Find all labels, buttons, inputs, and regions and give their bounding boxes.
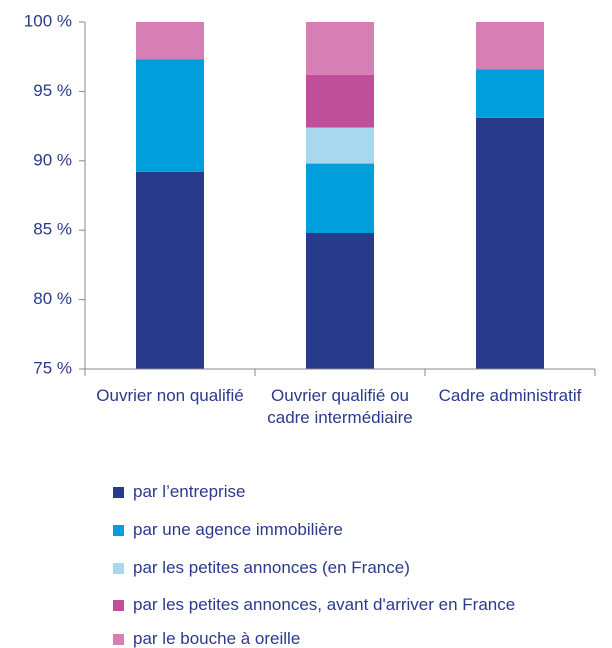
legend-item: par une agence immobilière xyxy=(113,520,343,540)
legend-item: par les petites annonces (en France) xyxy=(113,558,410,578)
y-tick-label: 90 % xyxy=(33,150,72,169)
legend-label: par les petites annonces, avant d'arrive… xyxy=(133,595,516,614)
bar-segment xyxy=(306,127,374,164)
bar-segment xyxy=(476,69,544,118)
legend-swatch xyxy=(113,599,124,611)
x-tick-label: Cadre administratif xyxy=(438,386,582,405)
legend-label: par le bouche à oreille xyxy=(133,629,301,648)
legend-swatch xyxy=(113,562,124,574)
y-tick-label: 95 % xyxy=(33,81,72,100)
legend-swatch xyxy=(113,524,124,536)
bar-segment xyxy=(306,74,374,128)
bar-segment xyxy=(476,117,544,369)
x-tick-label: Ouvrier qualifié ou cadre intermédiaire xyxy=(267,386,413,427)
legend-item: par les petites annonces, avant d'arrive… xyxy=(113,595,515,615)
y-tick-label: 80 % xyxy=(33,289,72,308)
bar-segment xyxy=(306,232,374,369)
legend-label: par une agence immobilière xyxy=(133,520,343,539)
y-tick-label: 85 % xyxy=(33,220,72,239)
legend-label: par les petites annonces (en France) xyxy=(133,558,410,577)
y-tick-label: 100 % xyxy=(24,11,72,30)
bar-segment xyxy=(136,171,204,369)
bar-segment xyxy=(306,22,374,75)
legend-item: par l’entreprise xyxy=(113,482,245,502)
legend-swatch xyxy=(113,486,124,498)
bar-segment xyxy=(476,22,544,70)
y-tick-label: 75 % xyxy=(33,358,72,377)
bar-segment xyxy=(136,59,204,172)
legend-item: par le bouche à oreille xyxy=(113,629,300,648)
legend-swatch xyxy=(113,633,124,645)
legend-label: par l’entreprise xyxy=(133,482,246,501)
bar-segment xyxy=(306,163,374,233)
x-tick-label: Ouvrier non qualifié xyxy=(96,386,244,405)
bar-segment xyxy=(136,22,204,60)
